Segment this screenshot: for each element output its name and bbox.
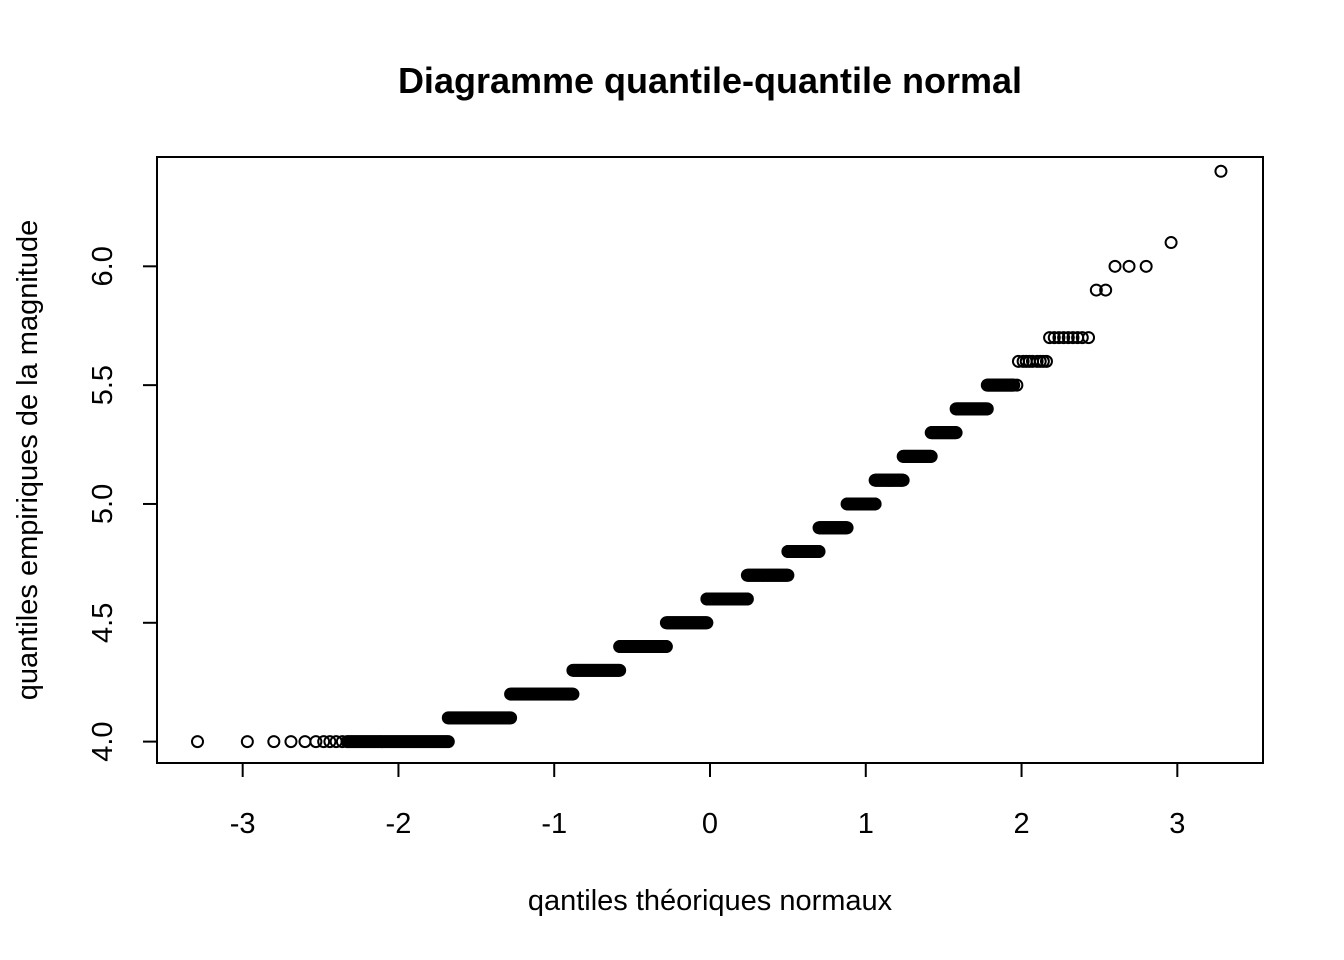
data-point — [1099, 283, 1113, 297]
x-axis: -3 -2 -1 0 1 2 3 — [230, 763, 1185, 840]
data-point — [924, 449, 938, 463]
data-point — [1075, 331, 1089, 345]
x-tick-label: -1 — [541, 808, 567, 840]
data-point — [566, 687, 580, 701]
data-point — [1214, 164, 1228, 178]
data-point — [1039, 354, 1053, 368]
data-point — [1052, 331, 1066, 345]
data-point — [1089, 283, 1103, 297]
data-point — [441, 735, 455, 749]
data-point — [812, 544, 826, 558]
data-point — [613, 663, 627, 677]
data-point — [781, 568, 795, 582]
data-point — [1010, 378, 1024, 392]
data-point — [340, 735, 354, 749]
data-point — [335, 735, 349, 749]
y-tick-label: 4.0 — [87, 721, 119, 761]
data-point — [1139, 259, 1153, 273]
data-points — [191, 164, 1228, 749]
data-point — [267, 735, 281, 749]
x-tick-label: 0 — [702, 808, 718, 840]
data-point — [317, 735, 331, 749]
x-tick-label: 3 — [1169, 808, 1185, 840]
x-tick-label: 1 — [858, 808, 874, 840]
data-point — [1061, 331, 1075, 345]
x-tick-label: -2 — [386, 808, 412, 840]
data-point — [868, 497, 882, 511]
y-axis: 4.0 4.5 5.0 5.5 6.0 — [87, 246, 157, 762]
data-point — [504, 711, 518, 725]
data-point — [1082, 331, 1096, 345]
plot-frame — [156, 156, 1264, 764]
data-point — [1057, 331, 1071, 345]
data-point — [309, 735, 323, 749]
data-point — [840, 521, 854, 535]
data-point — [740, 592, 754, 606]
y-axis-label: quantiles empiriques de la magnitude — [12, 220, 44, 700]
data-point — [1066, 331, 1080, 345]
y-tick-label: 5.0 — [87, 484, 119, 524]
data-point — [659, 640, 673, 654]
data-point — [191, 735, 205, 749]
data-point — [980, 402, 994, 416]
data-point — [1122, 259, 1136, 273]
data-point — [700, 616, 714, 630]
data-point — [323, 735, 337, 749]
data-point — [1164, 236, 1178, 250]
data-point — [284, 735, 298, 749]
x-axis-label: qantiles théoriques normaux — [528, 885, 893, 917]
x-tick-label: 2 — [1013, 808, 1029, 840]
chart-title: Diagramme quantile-quantile normal — [398, 60, 1022, 101]
data-point — [896, 473, 910, 487]
data-point — [1108, 259, 1122, 273]
data-point — [240, 735, 254, 749]
data-point — [949, 426, 963, 440]
data-point — [1047, 331, 1061, 345]
y-tick-label: 4.5 — [87, 603, 119, 643]
y-tick-label: 5.5 — [87, 365, 119, 405]
data-point — [298, 735, 312, 749]
x-tick-label: -3 — [230, 808, 256, 840]
data-point — [1043, 331, 1057, 345]
y-tick-label: 6.0 — [87, 246, 119, 286]
